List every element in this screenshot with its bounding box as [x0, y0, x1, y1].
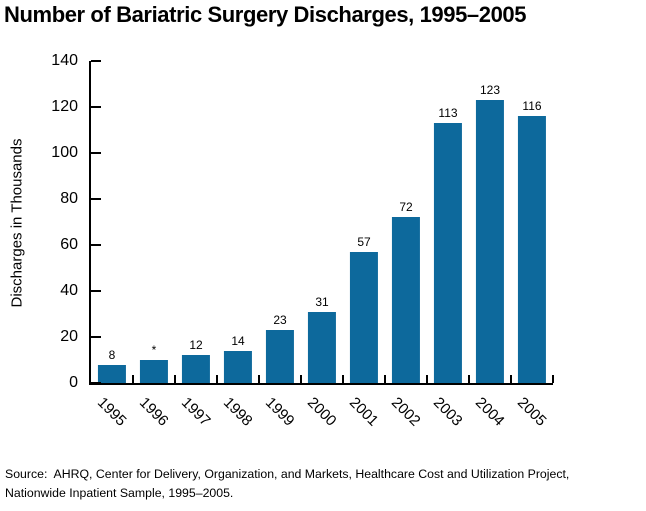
- bar-1997: [181, 355, 211, 383]
- bar-band-2001: 57: [343, 61, 386, 383]
- bar-value-label: 8: [108, 347, 116, 362]
- bar-band-2004: 123: [469, 61, 512, 383]
- y-tick: [91, 106, 101, 108]
- x-tick-label-1996: 1996: [135, 394, 172, 430]
- bar-value-label: 57: [357, 234, 371, 249]
- bar-band-2003: 113: [427, 61, 470, 383]
- y-tick-label: 80: [60, 190, 78, 207]
- bar-2001: [349, 251, 379, 383]
- x-tick-label-2002: 2002: [387, 394, 424, 430]
- bar-2000: [307, 311, 337, 383]
- bar-value-label: 12: [189, 338, 203, 353]
- y-tick-label: 120: [51, 98, 78, 115]
- y-tick-label: 60: [60, 236, 78, 253]
- bar-2003: [433, 123, 463, 383]
- x-tick-label-2001: 2001: [345, 394, 382, 430]
- y-tick-label: 0: [69, 374, 78, 391]
- y-tick-label: 100: [51, 144, 78, 161]
- bar-band-1999: 23: [259, 61, 302, 383]
- y-tick: [91, 152, 101, 154]
- y-axis-title: Discharges in Thousands: [8, 138, 26, 308]
- y-tick: [91, 244, 101, 246]
- plot-area: 8 * 12 14 23 31 57 72 113 123 116: [89, 60, 554, 385]
- bar-2002: [391, 217, 421, 383]
- y-tick: [91, 290, 101, 292]
- bar-1999: [265, 330, 295, 383]
- bar-band-1998: 14: [217, 61, 260, 383]
- bar-1998: [223, 350, 253, 383]
- bar-band-1996: *: [133, 61, 176, 383]
- bar-value-label: 116: [522, 99, 542, 114]
- bar-1996: [139, 360, 169, 383]
- y-tick-label: 40: [60, 282, 78, 299]
- bar-value-label: 72: [399, 200, 413, 215]
- y-tick: [91, 198, 101, 200]
- x-tick-label-2003: 2003: [429, 394, 466, 430]
- bar-value-label: 23: [273, 313, 287, 328]
- x-tick-label-2000: 2000: [303, 394, 340, 430]
- chart-title: Number of Bariatric Surgery Discharges, …: [4, 2, 527, 27]
- x-tick-label-1997: 1997: [177, 394, 214, 430]
- bar-2005: [517, 116, 547, 383]
- y-tick: [91, 336, 101, 338]
- bar-value-label: 123: [479, 83, 501, 98]
- x-tick-label-1998: 1998: [219, 394, 256, 430]
- bar-1995: [97, 364, 127, 383]
- bar-band-2000: 31: [301, 61, 344, 383]
- y-tick: [91, 60, 101, 62]
- bar-band-1995: 8: [91, 61, 134, 383]
- bar-band-1997: 12: [175, 61, 218, 383]
- bar-value-label: 14: [231, 333, 245, 348]
- y-tick-label: 20: [60, 328, 78, 345]
- source-note: Source: AHRQ, Center for Delivery, Organ…: [5, 467, 570, 500]
- x-tick-label-2005: 2005: [513, 394, 550, 430]
- x-tick-label-2004: 2004: [471, 394, 508, 430]
- bar-2004: [475, 100, 505, 383]
- bar-band-2002: 72: [385, 61, 428, 383]
- bar-value-label: 31: [315, 294, 329, 309]
- bar-bands: 8 * 12 14 23 31 57 72 113 123 116: [91, 61, 554, 383]
- bar-band-2005: 116: [511, 61, 554, 383]
- bar-value-label: 113: [438, 106, 458, 121]
- x-tick-label-1999: 1999: [261, 394, 298, 430]
- y-tick: [91, 382, 101, 384]
- bar-value-label: *: [151, 343, 157, 358]
- y-tick-label: 140: [51, 52, 78, 69]
- x-tick-label-1995: 1995: [93, 394, 130, 430]
